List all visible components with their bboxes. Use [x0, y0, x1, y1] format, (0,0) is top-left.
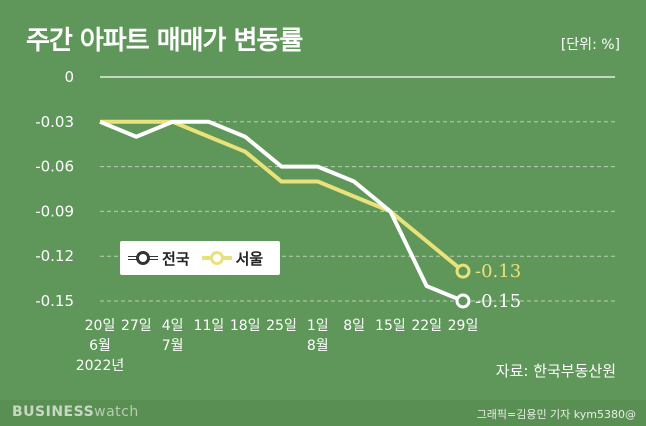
unit-label: [단위: %]	[560, 37, 620, 53]
brand-main: BUSINESS	[12, 404, 95, 420]
x-tick-label: 2022년	[76, 358, 125, 374]
legend-label-national: 전국	[162, 249, 190, 268]
x-tick-label: 1일	[307, 318, 329, 334]
y-tick-label: -0.12	[35, 247, 74, 265]
brand-logo: BUSINESSwatch	[12, 404, 139, 420]
legend-item-seoul: 서울	[201, 248, 264, 269]
x-tick-label: 18일	[230, 318, 261, 334]
x-tick-label: 6월	[89, 338, 111, 354]
x-tick-label: 8월	[307, 338, 329, 354]
chart-title: 주간 아파트 매매가 변동률	[26, 26, 303, 56]
x-tick-label: 22일	[411, 318, 442, 334]
end-marker-national	[455, 293, 471, 309]
x-tick-label: 27일	[121, 318, 152, 334]
y-tick-label: -0.15	[35, 292, 74, 310]
x-tick-label: 11일	[194, 318, 225, 334]
brand-sub: watch	[94, 404, 139, 420]
chart-legend: 전국 서울	[120, 241, 280, 275]
legend-swatch-seoul	[201, 251, 232, 265]
end-value-label-seoul: -0.13	[475, 261, 521, 282]
x-tick-label: 25일	[266, 318, 297, 334]
x-tick-label: 4일	[162, 318, 184, 334]
x-tick-label: 8일	[343, 318, 365, 334]
y-tick-label: -0.09	[35, 202, 74, 220]
credit-label: 그래픽=김용민 기자 kym5380@	[476, 408, 636, 421]
series-line-seoul	[100, 119, 465, 273]
x-tick-label: 7월	[162, 338, 184, 354]
x-tick-label: 29일	[448, 318, 479, 334]
series-line-national	[99, 119, 464, 303]
legend-swatch-national	[128, 251, 158, 265]
y-tick-label: -0.03	[35, 113, 74, 131]
end-marker-seoul	[455, 263, 471, 279]
footer-bar	[0, 400, 646, 426]
source-label: 자료: 한국부동산원	[495, 362, 616, 380]
legend-item-national: 전국	[128, 248, 190, 269]
y-tick-label: 0	[64, 68, 74, 86]
x-tick-label: 15일	[375, 318, 406, 334]
end-value-label-national: -0.15	[475, 291, 521, 312]
legend-label-seoul: 서울	[235, 249, 264, 268]
x-tick-label: 20일	[85, 318, 116, 334]
y-tick-label: -0.06	[35, 158, 74, 176]
